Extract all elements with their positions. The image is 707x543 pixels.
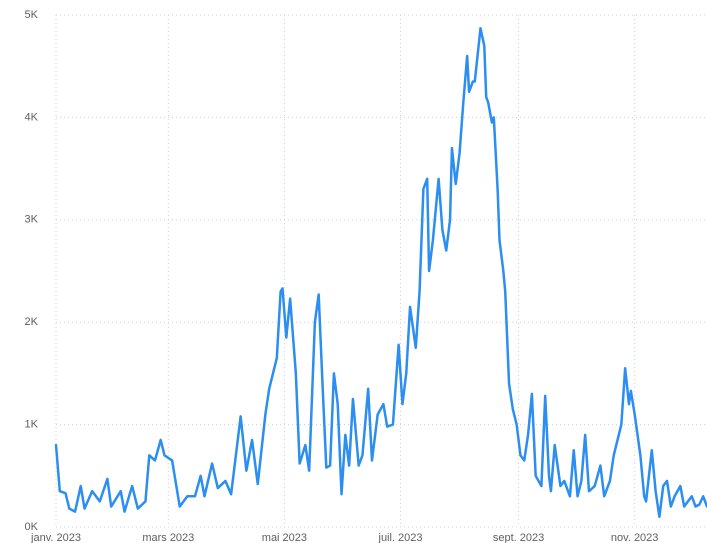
y-tick-label: 2K [25,316,39,328]
x-tick-label: juil. 2023 [378,532,423,543]
y-tick-label: 5K [25,9,39,21]
y-tick-label: 4K [25,111,39,123]
x-tick-label: mars 2023 [142,532,194,543]
y-tick-label: 3K [25,214,39,226]
x-tick-label: nov. 2023 [611,532,659,543]
y-tick-label: 0K [25,521,39,533]
x-tick-label: mai 2023 [262,532,307,543]
x-tick-label: sept. 2023 [493,532,544,543]
data-line [54,27,707,519]
x-tick-label: janv. 2023 [30,532,81,543]
y-tick-label: 1K [25,419,39,431]
